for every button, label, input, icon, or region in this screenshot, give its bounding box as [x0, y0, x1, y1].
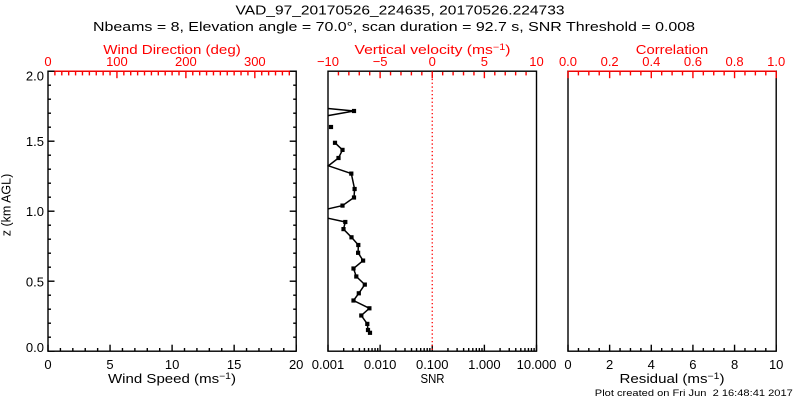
svg-text:0.2: 0.2 [601, 54, 619, 69]
svg-text:0.4: 0.4 [642, 54, 660, 69]
svg-text:Vertical velocity (ms−1): Vertical velocity (ms −1) [355, 42, 511, 57]
svg-text:10: 10 [529, 54, 543, 69]
svg-text:5: 5 [481, 54, 488, 69]
svg-text:15: 15 [227, 357, 241, 372]
svg-text:200: 200 [175, 54, 197, 69]
svg-text:SNR: SNR [421, 371, 445, 386]
svg-text:10.000: 10.000 [517, 357, 557, 372]
svg-text:0: 0 [564, 357, 571, 372]
svg-text:0.100: 0.100 [416, 357, 449, 372]
svg-text:VAD_97_20170526_224635, 201705: VAD_97_20170526_224635, 20170526.224733 [236, 3, 565, 18]
svg-text:0.001: 0.001 [312, 357, 345, 372]
svg-text:0.0: 0.0 [26, 340, 44, 355]
svg-text:8: 8 [731, 357, 738, 372]
svg-text:2.0: 2.0 [26, 68, 44, 83]
svg-text:Wind Speed (ms−1): Wind Speed (ms −1) [108, 371, 236, 386]
svg-text:0.0: 0.0 [559, 54, 577, 69]
svg-text:Plot created on Fri Jun 2 16:: Plot created on Fri Jun 2 16:48:41 2017 [595, 388, 793, 399]
svg-text:6: 6 [689, 357, 696, 372]
svg-text:10: 10 [165, 357, 179, 372]
svg-text:−10: −10 [317, 54, 339, 69]
svg-text:Nbeams = 8, Elevation angle =: Nbeams = 8, Elevation angle = 70.0°, sca… [93, 19, 695, 34]
svg-text:0: 0 [44, 357, 51, 372]
svg-text:1.0: 1.0 [767, 54, 785, 69]
svg-text:0.8: 0.8 [726, 54, 744, 69]
svg-text:−5: −5 [373, 54, 388, 69]
svg-text:100: 100 [106, 54, 128, 69]
svg-text:Residual (ms−1): Residual (ms −1) [620, 371, 725, 386]
svg-text:0: 0 [429, 54, 436, 69]
svg-text:1.0: 1.0 [26, 204, 44, 219]
svg-text:5: 5 [106, 357, 113, 372]
svg-text:0: 0 [44, 54, 51, 69]
svg-text:Correlation: Correlation [636, 42, 709, 57]
svg-text:0.6: 0.6 [684, 54, 702, 69]
svg-text:4: 4 [648, 357, 655, 372]
svg-text:300: 300 [244, 54, 266, 69]
svg-text:20: 20 [289, 357, 303, 372]
svg-text:1.000: 1.000 [468, 357, 501, 372]
svg-text:z (km AGL): z (km AGL) [0, 174, 14, 237]
svg-text:2: 2 [606, 357, 613, 372]
svg-text:10: 10 [769, 357, 783, 372]
svg-text:1.5: 1.5 [26, 134, 44, 149]
svg-text:0.5: 0.5 [26, 275, 44, 290]
svg-text:0.010: 0.010 [364, 357, 397, 372]
svg-text:Wind Direction (deg): Wind Direction (deg) [103, 42, 241, 57]
